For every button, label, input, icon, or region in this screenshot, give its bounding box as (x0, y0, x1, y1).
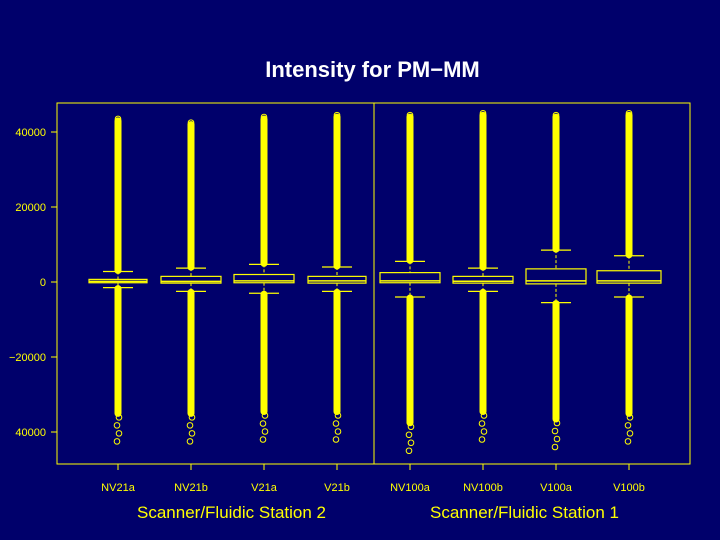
outlier-point (624, 422, 632, 429)
box-V100b: V100b (596, 109, 662, 494)
box-iqr (525, 268, 587, 285)
outlier-point (478, 420, 486, 427)
outlier-point (552, 111, 560, 119)
box-iqr (379, 272, 441, 284)
outlier-point (478, 436, 486, 443)
outlier-point (405, 431, 413, 439)
outlier-point (551, 427, 559, 435)
outlier-point (261, 412, 269, 419)
y-tick-label: 0 (40, 277, 46, 289)
outlier-point (115, 430, 123, 437)
outlier-point (553, 419, 561, 427)
outlier-point (626, 414, 634, 421)
outlier-point (115, 414, 123, 421)
y-tick-label: 20000 (15, 202, 46, 214)
outlier-point (187, 119, 195, 126)
y-tick-label: 40000 (15, 427, 46, 439)
outlier-point (188, 414, 196, 421)
box-V21b: V21b (307, 111, 367, 494)
outlier-point (407, 439, 415, 447)
outlier-point (186, 438, 194, 445)
outlier-point (625, 109, 633, 117)
outlier-point (553, 435, 561, 443)
box-V21a: V21a (233, 113, 295, 494)
box-iqr (596, 270, 662, 284)
group-label-station-2: Scanner/Fluidic Station 2 (137, 503, 326, 522)
outlier-point (332, 436, 340, 443)
outlier-point (551, 443, 559, 451)
box-NV21b: NV21b (160, 119, 222, 494)
box-iqr (307, 275, 367, 284)
outlier-point (405, 447, 413, 455)
x-tick-label: NV21a (101, 482, 136, 494)
outlier-point (333, 111, 341, 119)
outlier-point (113, 422, 121, 429)
y-tick-label: 40000 (15, 127, 46, 139)
box-iqr (452, 275, 514, 284)
group-label-station-1: Scanner/Fluidic Station 1 (430, 503, 619, 522)
outlier-point (260, 113, 268, 121)
box-iqr (160, 275, 222, 284)
outlier-point (480, 428, 488, 435)
x-tick-label: NV100a (390, 482, 431, 494)
outlier-point (624, 438, 632, 445)
x-tick-label: NV21b (174, 482, 208, 494)
x-tick-label: V100b (613, 482, 645, 494)
outlier-point (480, 412, 488, 419)
x-tick-label: NV100b (463, 482, 503, 494)
outlier-point (407, 423, 415, 431)
outlier-point (334, 412, 342, 419)
x-tick-label: V21a (251, 482, 278, 494)
outlier-point (334, 428, 342, 435)
outlier-point (332, 420, 340, 427)
x-tick-label: V21b (324, 482, 350, 494)
outlier-point (259, 436, 267, 443)
outlier-point (479, 109, 487, 117)
outlier-point (406, 111, 414, 119)
box-NV100a: NV100a (379, 111, 441, 494)
outlier-point (188, 430, 196, 437)
x-tick-label: V100a (540, 482, 573, 494)
y-tick-label: −20000 (9, 352, 46, 364)
outlier-point (259, 420, 267, 427)
chart-title: Intensity for PM−MM (265, 57, 480, 82)
outlier-point (261, 428, 269, 435)
box-V100a: V100a (525, 111, 587, 494)
box-NV21a: NV21a (88, 115, 148, 494)
box-NV100b: NV100b (452, 109, 514, 494)
outlier-point (626, 430, 634, 437)
outlier-point (114, 115, 122, 123)
outlier-point (186, 422, 194, 429)
box-iqr (233, 273, 295, 284)
outlier-point (113, 438, 121, 445)
